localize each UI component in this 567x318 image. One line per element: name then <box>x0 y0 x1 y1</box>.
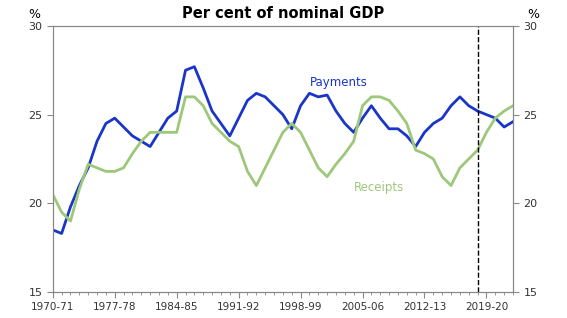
Text: %: % <box>28 8 40 21</box>
Text: Payments: Payments <box>310 76 367 89</box>
Title: Per cent of nominal GDP: Per cent of nominal GDP <box>182 5 384 21</box>
Text: %: % <box>528 8 540 21</box>
Text: Receipts: Receipts <box>354 181 404 194</box>
